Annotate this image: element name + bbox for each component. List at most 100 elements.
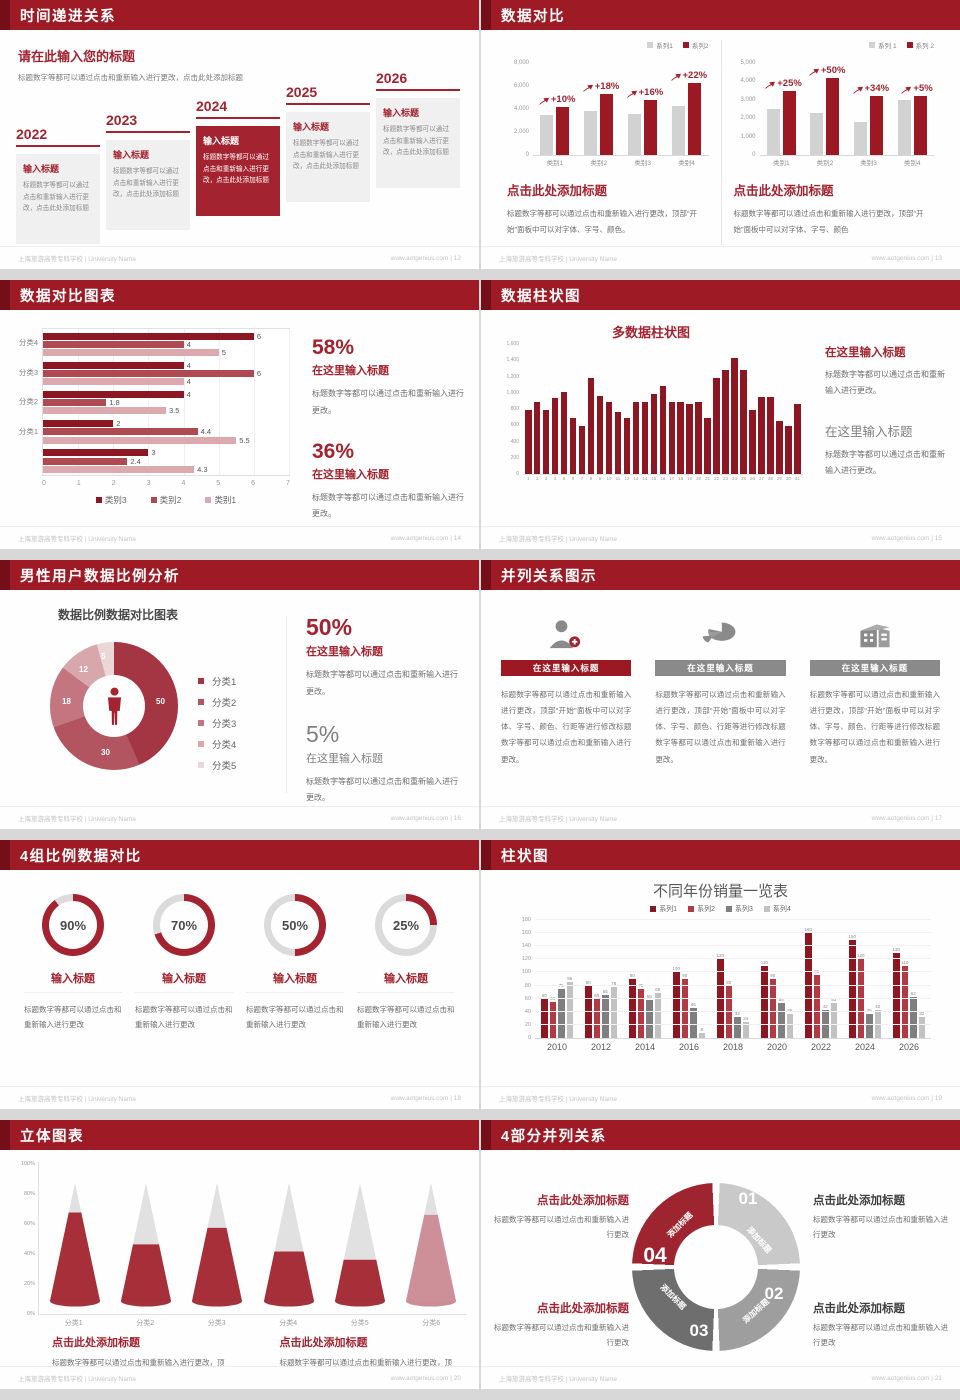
y-tick-label: 600 bbox=[510, 422, 519, 429]
cone-chart-item bbox=[190, 1181, 244, 1314]
bar-group: 4 6 4 bbox=[43, 358, 289, 387]
x-tick-label: 5 bbox=[562, 476, 566, 481]
bar-group: +34% 类别3 bbox=[852, 83, 889, 167]
header-accent-stripe bbox=[481, 840, 491, 870]
footer-page: www.aotgenius.com | 15 bbox=[871, 534, 942, 542]
x-axis-label: 类别3 bbox=[860, 160, 877, 167]
text-block: 在这里输入标题 标题数字等都可以通过点击和重新输入进行更改。 bbox=[825, 344, 946, 399]
stat-value: 5% bbox=[306, 720, 340, 747]
slide-3d-cones[interactable]: 立体图表 100% 80% 60% 40% 20% 0% 分类1 分类2 分类3 分类4 分类5 分… bbox=[0, 1120, 479, 1389]
comparison-chart: 系列 1 系列 2 5,000 4,000 3,000 2,000 1,000 0 +25% 类别… bbox=[720, 40, 947, 245]
slide-footer: 上海旅游高等专科学校 | University Name www.aotgeniu… bbox=[0, 1086, 479, 1109]
hbar-group-labels: 分类4 分类3 分类2 分类1 bbox=[10, 328, 38, 476]
slide-footer: 上海旅游高等专科学校 | University Name www.aotgeniu… bbox=[0, 1366, 479, 1389]
chart-legend: 系列1 系列2 bbox=[507, 40, 709, 50]
bar bbox=[542, 410, 550, 474]
value-label: 8 bbox=[700, 1026, 703, 1032]
slide-header: 立体图表 bbox=[0, 1120, 479, 1150]
slide-timeline[interactable]: 时间递进关系 请在此输入您的标题 标题数字等都可以通过点击和重新输入进行更改，点… bbox=[0, 0, 479, 269]
hbar-plot: 6 4 5 4 6 4 4 1.8 3.5 2 4.4 5.5 3 2.4 4.3 bbox=[42, 328, 290, 476]
text-block: 在这里输入标题 标题数字等都可以通过点击和重新输入进行更改。 bbox=[825, 421, 946, 479]
bar bbox=[558, 988, 565, 1038]
bar bbox=[910, 997, 917, 1038]
value-label: 32 bbox=[734, 1011, 740, 1017]
legend-swatch bbox=[647, 42, 654, 48]
bar-plot: 8,000 6,000 4,000 2,000 0 +10% 类别1 +18% 类别2 +16% 类… bbox=[514, 60, 709, 167]
x-tick-label: 28 bbox=[767, 476, 773, 481]
bar-group: +22% 类别4 bbox=[670, 70, 707, 167]
legend-item: 分类5 bbox=[198, 758, 236, 772]
slide-column-chart[interactable]: 数据柱状图 多数据柱状图 1 2 3 4 5 6 7 8 9 10 11 12 13 14 15 16 17 18… bbox=[481, 280, 960, 549]
y-tick-label: 0% bbox=[27, 1311, 35, 1317]
slide-header: 数据对比 bbox=[481, 0, 960, 30]
value-label: 6 bbox=[256, 368, 262, 378]
donut-legend: 分类1 分类2 分类3 分类4 分类5 bbox=[198, 674, 236, 779]
value-label: 2.4 bbox=[130, 456, 141, 466]
timeline-box: 输入标题 标题数字等都可以通过点击和重新输入进行更改，点击此处添加标题 bbox=[196, 126, 280, 216]
series1-bar bbox=[854, 121, 868, 155]
bar bbox=[722, 370, 729, 474]
series1-bar bbox=[628, 113, 642, 155]
bar bbox=[533, 402, 541, 474]
bar bbox=[742, 1022, 749, 1038]
slide-progress-rings[interactable]: 4组比例数据对比 90% 输入标题 标题数字等都可以通过点击和重新输入进行更改 70%… bbox=[0, 840, 479, 1109]
value-label: 80 bbox=[585, 979, 591, 985]
percent-label: +16% bbox=[626, 87, 663, 98]
slide-cycle-diagram[interactable]: 4部分并列关系 01 添加标题 02 添加标题 03 添加标题 04 添加标题 点击此处添加标… bbox=[481, 1120, 960, 1389]
y-tick-label: 80% bbox=[23, 1191, 35, 1197]
cone-chart-item bbox=[262, 1181, 316, 1314]
group-label bbox=[10, 446, 38, 476]
value-label: 4 bbox=[186, 360, 191, 370]
value-label: 2 bbox=[116, 419, 121, 429]
legend-item: 系列2 bbox=[688, 904, 715, 914]
legend-item: 分类4 bbox=[198, 737, 236, 751]
value-label: 54 bbox=[778, 996, 784, 1002]
footer-page: www.aotgenius.com | 13 bbox=[871, 254, 942, 262]
value-label: 60 bbox=[541, 992, 547, 998]
slice-value-label: 12 bbox=[79, 665, 88, 674]
x-axis-label: 分类4 bbox=[279, 1320, 298, 1327]
block-body: 标题数字等都可以通过点击和重新输入进行更改 bbox=[813, 1215, 948, 1239]
slide-donut-analysis[interactable]: 男性用户数据比例分析 数据比例数据对比图表 50 30 18 12 5 分类1 分类2 分类… bbox=[0, 560, 479, 829]
growth-arrow-icon bbox=[808, 68, 819, 76]
slide-data-compare[interactable]: 数据对比 系列1 系列2 8,000 6,000 4,000 2,000 0 +10% 类别1 +… bbox=[481, 0, 960, 269]
footer-page: www.aotgenius.com | 18 bbox=[390, 1094, 461, 1102]
footer-page: www.aotgenius.com | 21 bbox=[871, 1374, 942, 1382]
bar bbox=[525, 410, 532, 474]
timeline-rule bbox=[106, 131, 190, 133]
value-label: 4 bbox=[186, 377, 191, 387]
timeline-rule bbox=[196, 117, 280, 119]
value-label: 110 bbox=[760, 959, 768, 965]
footer-school: 上海旅游高等专科学校 | University Name bbox=[18, 256, 136, 263]
x-tick-label: 18 bbox=[678, 476, 684, 481]
bar-group: +10% 类别1 bbox=[538, 94, 575, 167]
gridline bbox=[535, 932, 931, 934]
bar bbox=[43, 428, 198, 436]
x-tick-label: 10 bbox=[606, 476, 612, 481]
legend-item: 系列1 bbox=[650, 904, 677, 914]
y-tick-label: 2,000 bbox=[513, 129, 529, 135]
bar-plot: 5,000 4,000 3,000 2,000 1,000 0 +25% 类别1 +50% 类别2… bbox=[740, 60, 934, 167]
value-label: 120 bbox=[716, 953, 725, 959]
value-label: 5.5 bbox=[239, 435, 250, 445]
value-label: 130 bbox=[892, 946, 901, 952]
slide-hbar-chart[interactable]: 数据对比图表 分类4 分类3 分类2 分类1 6 4 5 4 6 4 4 1.8 3.5 2 4.4 5.5… bbox=[0, 280, 479, 549]
slide-parallel-items[interactable]: 并列关系图示 在这里输入标题 标题数字等都可以通过点击和重新输入进行更改，顶部“开… bbox=[481, 560, 960, 829]
value-label: 68 bbox=[655, 987, 661, 993]
legend-swatch bbox=[682, 42, 689, 48]
building-icon bbox=[810, 606, 940, 650]
legend-swatch bbox=[869, 42, 876, 48]
legend-label: 系列1 bbox=[656, 43, 673, 50]
legend-label: 系列3 bbox=[735, 906, 753, 913]
timeline-item: 2024 输入标题 标题数字等都可以通过点击和重新输入进行更改，点击此处添加标题 bbox=[196, 98, 280, 216]
y-tick-label: 20% bbox=[23, 1281, 35, 1287]
progress-ring: 70% bbox=[153, 894, 215, 956]
timeline-canvas: 2022 输入标题 标题数字等都可以通过点击和重新输入进行更改，点击此处添加标题 20… bbox=[16, 54, 467, 244]
hbar-xticks: 0 1 2 3 4 5 6 7 bbox=[42, 480, 290, 487]
chart-legend: 系列 1 系列 2 bbox=[734, 40, 934, 50]
header-accent-stripe bbox=[481, 0, 491, 30]
bar bbox=[602, 995, 609, 1038]
bar bbox=[698, 1032, 705, 1038]
